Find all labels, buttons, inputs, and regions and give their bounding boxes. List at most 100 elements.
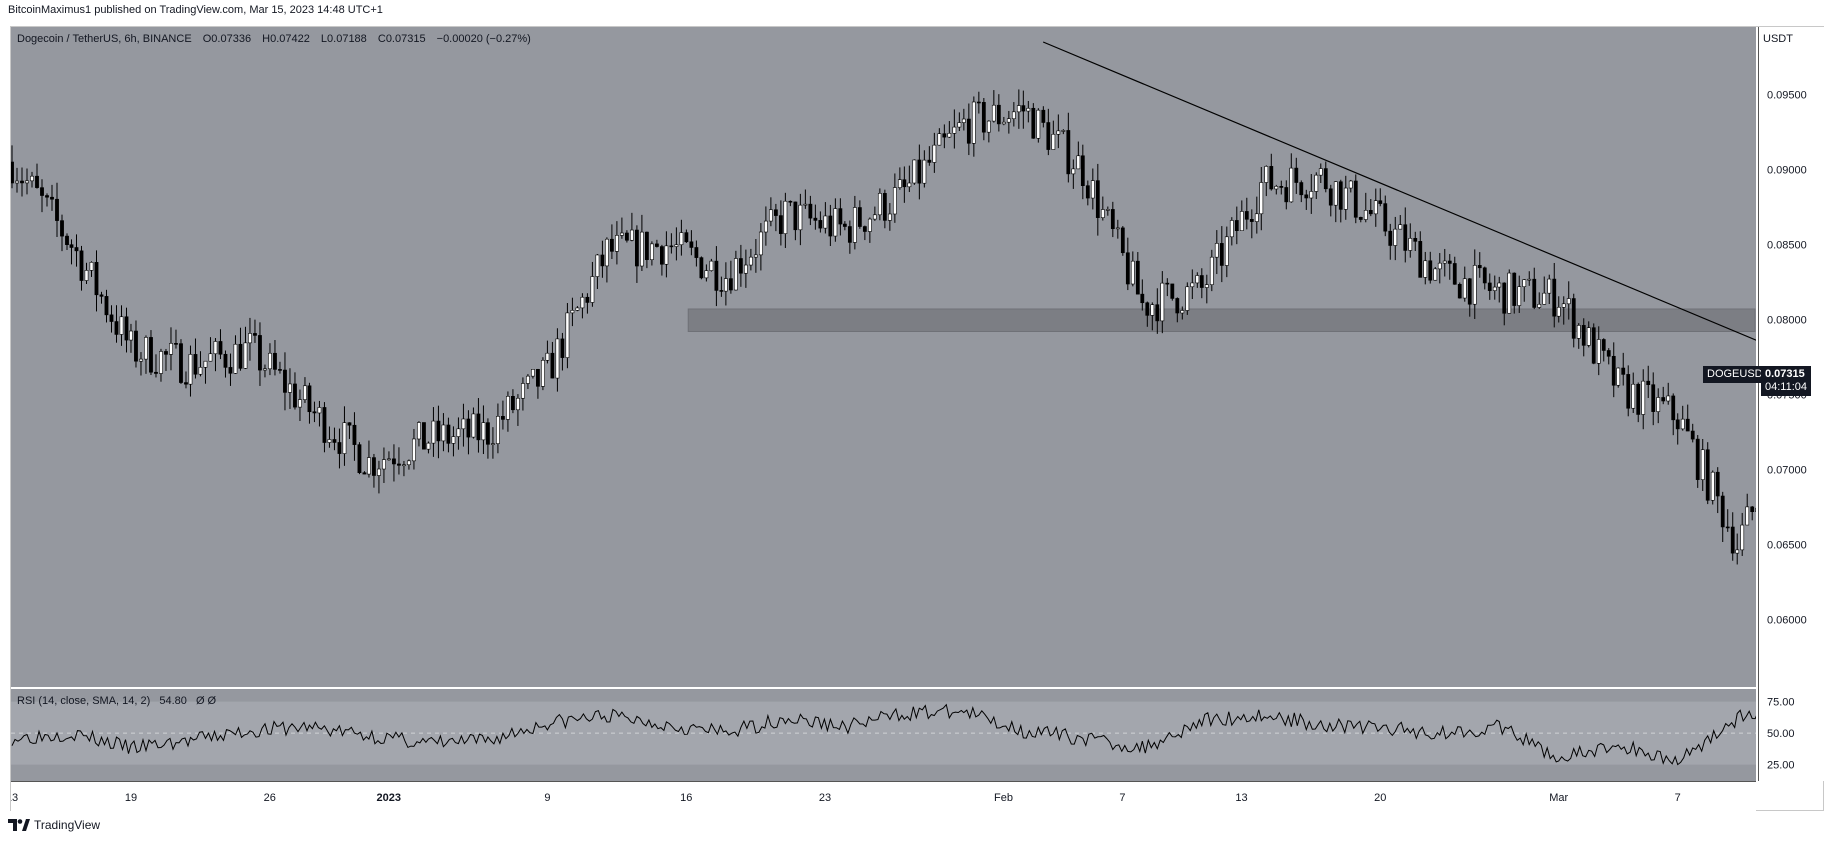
candle-body xyxy=(1561,303,1566,308)
candle-body xyxy=(912,159,917,184)
candle-body xyxy=(585,296,590,303)
candle-body xyxy=(1348,180,1353,189)
time-tick-label: Mar xyxy=(1549,792,1568,804)
candle-body xyxy=(446,424,451,444)
candle-body xyxy=(1472,265,1477,305)
candle-body xyxy=(1031,107,1036,139)
candle-body xyxy=(238,343,243,369)
candle-body xyxy=(550,352,555,379)
candle-body xyxy=(188,354,193,385)
rsi-value: 54.80 xyxy=(159,695,187,707)
candle-body xyxy=(55,198,59,221)
candle-body xyxy=(258,335,262,371)
candle-body xyxy=(1185,286,1190,311)
candle-body xyxy=(223,353,228,368)
candle-body xyxy=(134,330,138,362)
candle-body xyxy=(709,260,714,271)
candle-body xyxy=(179,343,183,383)
candle-body xyxy=(451,436,456,444)
candle-body xyxy=(1408,238,1413,251)
candle-body xyxy=(1532,278,1537,308)
candle-body xyxy=(872,214,877,220)
resistance-zone xyxy=(687,308,1756,332)
candle-body xyxy=(1680,418,1685,430)
candle-body xyxy=(570,310,575,314)
candle-body xyxy=(342,422,347,454)
candle-body xyxy=(902,179,907,188)
candle-body xyxy=(833,208,838,237)
candle-body xyxy=(1735,549,1740,554)
candle-body xyxy=(1556,306,1561,317)
candle-body xyxy=(1467,278,1472,305)
candle-body xyxy=(1576,325,1581,339)
candle-body xyxy=(619,232,624,236)
time-tick-label: 16 xyxy=(680,792,692,804)
candle-body xyxy=(798,204,803,231)
time-tick-label: Feb xyxy=(994,792,1013,804)
candle-body xyxy=(114,321,119,335)
candle-body xyxy=(892,187,897,215)
candle-body xyxy=(298,399,302,408)
candle-body xyxy=(1214,243,1219,258)
candle-body xyxy=(40,187,44,196)
candle-body xyxy=(1606,350,1611,357)
candle-body xyxy=(1537,303,1542,308)
candle-body xyxy=(1695,438,1700,480)
candle-body xyxy=(1527,278,1532,281)
rsi-pane[interactable]: RSI (14, close, SMA, 14, 2) 54.80 Ø Ø xyxy=(11,689,1756,781)
candle-body xyxy=(733,258,738,291)
candle-body xyxy=(1323,168,1328,190)
candle-body xyxy=(575,307,580,311)
candle-body xyxy=(332,439,337,443)
candle-body xyxy=(838,208,843,225)
publish-header: BitcoinMaximus1 published on TradingView… xyxy=(8,4,383,16)
candle-body xyxy=(1433,268,1438,281)
candle-body xyxy=(694,247,699,258)
candle-body xyxy=(1199,275,1204,288)
candle-body xyxy=(1170,283,1175,299)
candle-body xyxy=(1195,275,1200,284)
tradingview-brand: TradingView xyxy=(34,818,101,832)
candle-body xyxy=(372,457,376,476)
candle-body xyxy=(526,375,530,384)
candle-body xyxy=(1066,130,1071,175)
time-tick-label: 19 xyxy=(125,792,137,804)
candle-body xyxy=(684,232,689,243)
candle-body xyxy=(1477,265,1482,269)
price-tick-label: 0.08000 xyxy=(1767,315,1807,327)
time-tick-label: 7 xyxy=(1119,792,1125,804)
candle-body xyxy=(293,383,297,408)
price-axis[interactable]: 0.095000.090000.085000.080000.075000.070… xyxy=(1758,27,1824,781)
candle-body xyxy=(654,243,659,247)
candle-body xyxy=(644,231,649,260)
candle-body xyxy=(624,232,629,241)
candle-body xyxy=(1646,380,1651,385)
candle-body xyxy=(595,254,600,277)
time-axis[interactable]: 131926202391623Feb71320Mar7132026Apr xyxy=(11,781,1756,811)
candle-body xyxy=(1115,227,1120,230)
candle-body xyxy=(139,358,143,362)
price-pane[interactable]: Dogecoin / TetherUS, 6h, BINANCE O0.0733… xyxy=(11,27,1756,687)
candle-body xyxy=(1165,282,1170,285)
candle-body xyxy=(481,422,486,441)
candle-body xyxy=(1690,430,1695,440)
candle-body xyxy=(1403,224,1408,251)
candle-body xyxy=(932,144,937,163)
tradingview-footer[interactable]: TradingView xyxy=(8,818,100,832)
candle-body xyxy=(1522,279,1527,288)
candle-body xyxy=(1229,220,1234,238)
price-chart xyxy=(11,41,1756,565)
candle-body xyxy=(317,407,322,414)
candle-body xyxy=(1160,282,1165,322)
candle-body xyxy=(1725,526,1730,529)
candle-body xyxy=(1239,211,1244,231)
candle-body xyxy=(377,468,381,476)
candle-body xyxy=(957,122,962,128)
candle-body xyxy=(952,126,957,134)
tradingview-logo-icon xyxy=(8,819,30,831)
candle-body xyxy=(1224,236,1229,266)
candle-body xyxy=(659,246,664,265)
last-price: 0.07315 xyxy=(1765,368,1805,380)
candle-body xyxy=(1036,109,1041,139)
time-tick-label: 20 xyxy=(1374,792,1386,804)
